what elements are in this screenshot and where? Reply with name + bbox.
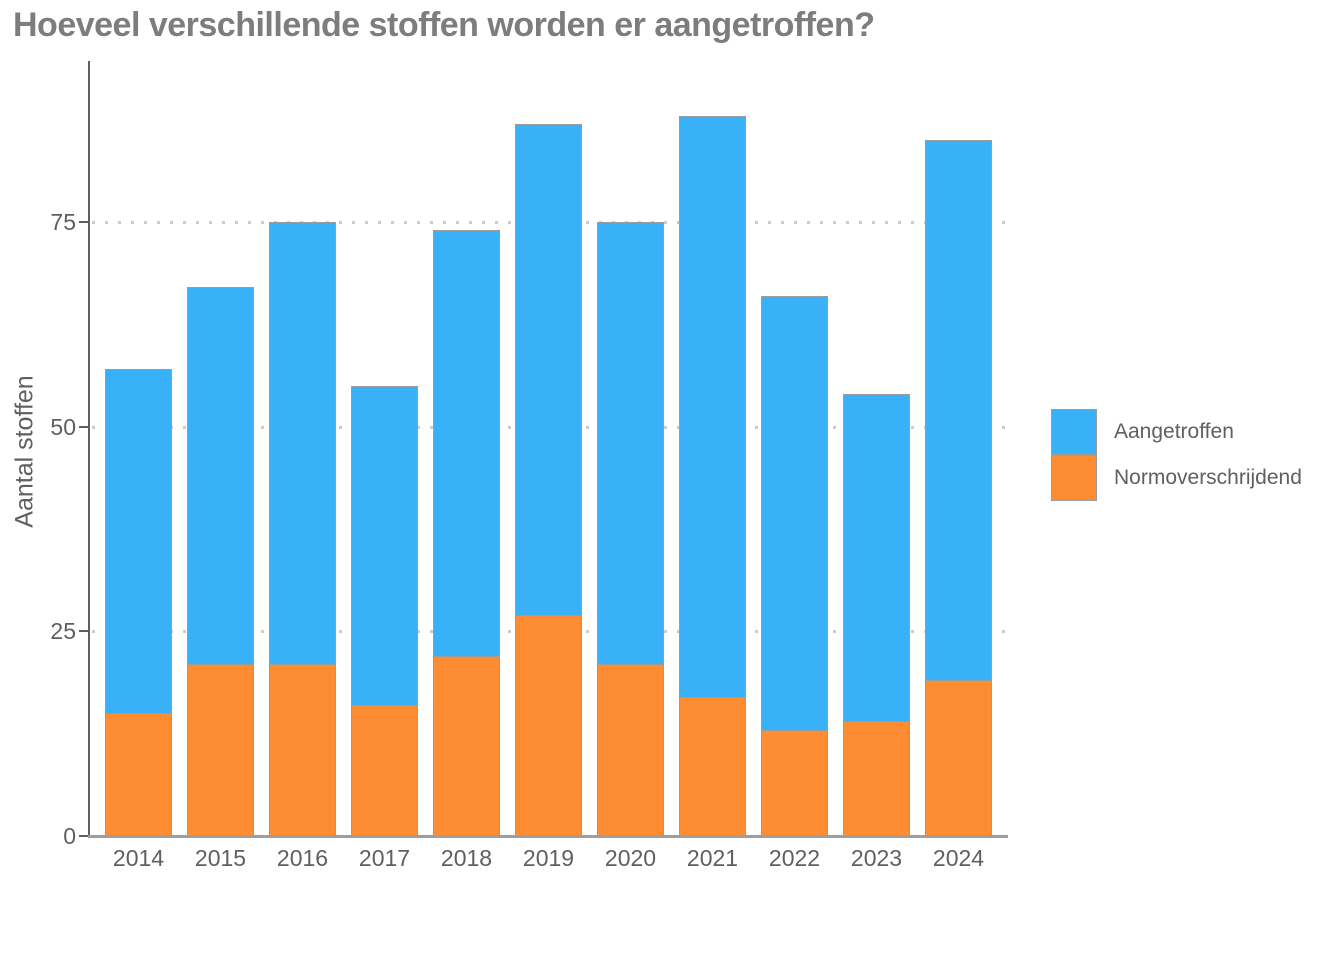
- y-tick-25: [79, 630, 88, 633]
- y-tick-label-75: 75: [50, 208, 76, 235]
- bar-2024-aangetroffen: [925, 140, 992, 682]
- x-tick-label-2019: 2019: [522, 845, 575, 871]
- y-tick-75: [79, 220, 88, 223]
- bar-2020-aangetroffen: [597, 221, 664, 666]
- x-tick-label-2023: 2023: [850, 845, 903, 871]
- bar-2024-normoverschrijdend: [925, 680, 992, 836]
- bar-2015-normoverschrijdend: [187, 664, 254, 836]
- y-tick-label-25: 25: [50, 618, 76, 645]
- legend-swatch-1: [1051, 455, 1097, 501]
- legend-item-1: Normoverschrijdend: [1051, 455, 1302, 501]
- y-tick-50: [79, 425, 88, 428]
- bar-2021-aangetroffen: [679, 115, 746, 698]
- y-tick-label-50: 50: [50, 413, 76, 440]
- legend: Aangetroffen Normoverschrijdend: [1051, 409, 1302, 501]
- bar-2018-aangetroffen: [433, 230, 500, 657]
- bar-2018-normoverschrijdend: [433, 655, 500, 836]
- y-tick-0: [79, 835, 88, 837]
- legend-swatch-0: [1051, 409, 1097, 455]
- x-tick-label-2024: 2024: [932, 845, 985, 871]
- x-tick-label-2017: 2017: [358, 845, 411, 871]
- bar-2023-aangetroffen: [843, 393, 910, 723]
- x-tick-label-2021: 2021: [686, 845, 739, 871]
- bar-2023-normoverschrijdend: [843, 721, 910, 836]
- bar-2021-normoverschrijdend: [679, 696, 746, 836]
- bar-2017-normoverschrijdend: [351, 705, 418, 836]
- x-tick-label-2018: 2018: [440, 845, 493, 871]
- bar-2016-aangetroffen: [269, 221, 336, 666]
- x-tick-label-2022: 2022: [768, 845, 821, 871]
- legend-label-1: Normoverschrijdend: [1114, 466, 1302, 489]
- x-tick-label-2015: 2015: [194, 845, 247, 871]
- bar-2015-aangetroffen: [187, 287, 254, 666]
- x-tick-label-2016: 2016: [276, 845, 329, 871]
- x-axis-line: [88, 835, 1008, 838]
- y-axis-line: [88, 61, 90, 838]
- bar-2017-aangetroffen: [351, 385, 418, 706]
- chart-title: Hoeveel verschillende stoffen worden er …: [13, 6, 875, 44]
- bar-2014-normoverschrijdend: [105, 713, 172, 836]
- bar-2022-aangetroffen: [761, 295, 828, 731]
- legend-item-0: Aangetroffen: [1051, 409, 1302, 455]
- legend-label-0: Aangetroffen: [1114, 420, 1234, 443]
- bar-2019-aangetroffen: [515, 123, 582, 616]
- x-tick-label-2014: 2014: [112, 845, 165, 871]
- bar-2016-normoverschrijdend: [269, 664, 336, 836]
- x-tick-label-2020: 2020: [604, 845, 657, 871]
- bar-2022-normoverschrijdend: [761, 729, 828, 836]
- bar-2014-aangetroffen: [105, 369, 172, 715]
- bar-2019-normoverschrijdend: [515, 614, 582, 836]
- y-tick-label-0: 0: [63, 823, 76, 849]
- bar-2020-normoverschrijdend: [597, 664, 664, 836]
